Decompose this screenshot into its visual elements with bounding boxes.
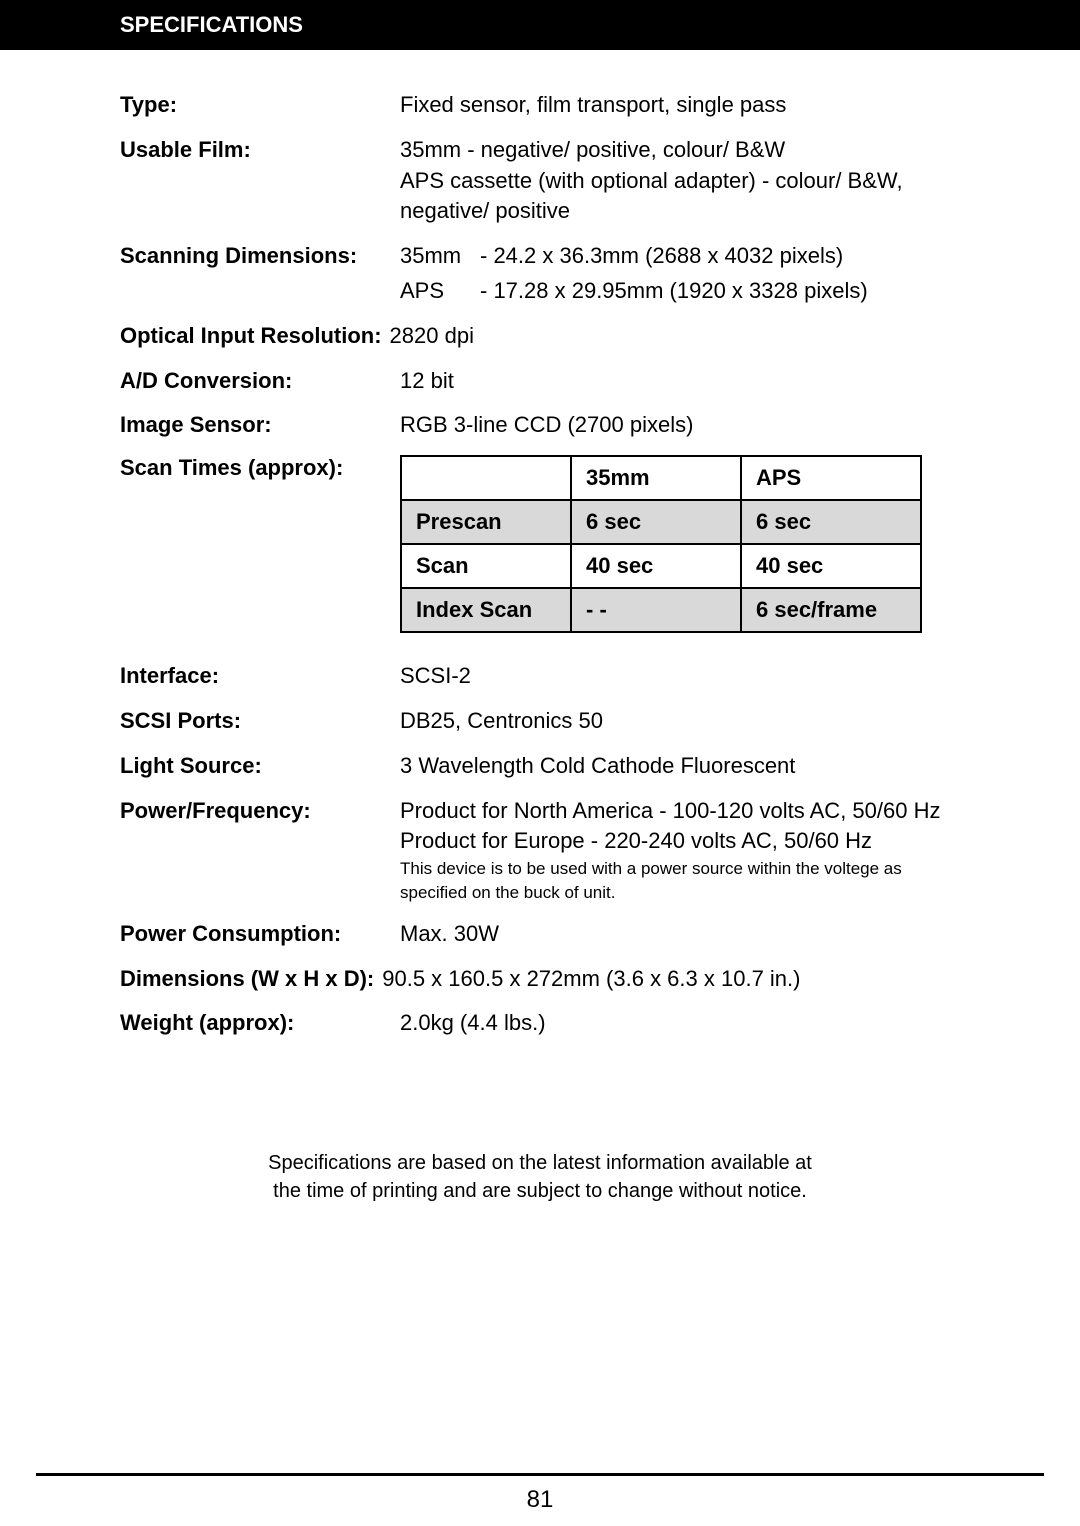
spec-value: 35mm - 24.2 x 36.3mm (2688 x 4032 pixels…	[400, 241, 960, 307]
header-bar: SPECIFICATIONS	[0, 0, 1080, 50]
spec-light-source: Light Source: 3 Wavelength Cold Cathode …	[120, 751, 960, 782]
spec-label: Scanning Dimensions:	[120, 241, 400, 272]
value-note: This device is to be used with a power s…	[400, 857, 960, 905]
spec-interface: Interface: SCSI-2	[120, 661, 960, 692]
spec-label: Dimensions (W x H x D):	[120, 964, 374, 995]
spec-value: 3 Wavelength Cold Cathode Fluorescent	[400, 751, 960, 782]
spec-value: DB25, Centronics 50	[400, 706, 960, 737]
spec-ad-conversion: A/D Conversion: 12 bit	[120, 366, 960, 397]
spec-value: Fixed sensor, film transport, single pas…	[400, 90, 960, 121]
table-cell: 6 sec	[571, 500, 741, 544]
table-cell: 6 sec/frame	[741, 588, 921, 632]
spec-usable-film: Usable Film: 35mm - negative/ positive, …	[120, 135, 960, 227]
spec-value: Product for North America - 100-120 volt…	[400, 796, 960, 905]
scan-times-table: 35mm APS Prescan 6 sec 6 sec Scan 40 sec…	[400, 455, 922, 633]
spec-value: 12 bit	[400, 366, 960, 397]
spec-label: Weight (approx):	[120, 1008, 400, 1039]
spec-label: Type:	[120, 90, 400, 121]
spec-value: 2820 dpi	[390, 321, 960, 352]
spec-value: 90.5 x 160.5 x 272mm (3.6 x 6.3 x 10.7 i…	[382, 964, 960, 995]
spec-value: RGB 3-line CCD (2700 pixels)	[400, 410, 960, 441]
header-title: SPECIFICATIONS	[120, 12, 303, 37]
value-line: Product for Europe - 220-240 volts AC, 5…	[400, 826, 960, 857]
table-cell: 40 sec	[741, 544, 921, 588]
footnote-line: the time of printing and are subject to …	[120, 1177, 960, 1205]
spec-label: A/D Conversion:	[120, 366, 400, 397]
table-cell: 6 sec	[741, 500, 921, 544]
spec-power-consumption: Power Consumption: Max. 30W	[120, 919, 960, 950]
table-row: Index Scan - - 6 sec/frame	[401, 588, 921, 632]
table-row: Prescan 6 sec 6 sec	[401, 500, 921, 544]
spec-label: SCSI Ports:	[120, 706, 400, 737]
footnote-line: Specifications are based on the latest i…	[120, 1149, 960, 1177]
spec-value: 2.0kg (4.4 lbs.)	[400, 1008, 960, 1039]
spec-scsi-ports: SCSI Ports: DB25, Centronics 50	[120, 706, 960, 737]
table-cell: 40 sec	[571, 544, 741, 588]
value-line: APS cassette (with optional adapter) - c…	[400, 166, 960, 228]
page-rule	[36, 1473, 1044, 1476]
table-rowhead: Scan	[401, 544, 571, 588]
spec-scanning-dimensions: Scanning Dimensions: 35mm - 24.2 x 36.3m…	[120, 241, 960, 307]
spec-value: 35mm - negative/ positive, colour/ B&W A…	[400, 135, 960, 227]
spec-label: Image Sensor:	[120, 410, 400, 441]
scan-dim-line: 35mm - 24.2 x 36.3mm (2688 x 4032 pixels…	[400, 241, 960, 272]
spec-label: Scan Times (approx):	[120, 455, 400, 481]
spec-label: Interface:	[120, 661, 400, 692]
table-cell: - -	[571, 588, 741, 632]
table-header: APS	[741, 456, 921, 500]
spec-value: SCSI-2	[400, 661, 960, 692]
table-rowhead: Index Scan	[401, 588, 571, 632]
spec-value: Max. 30W	[400, 919, 960, 950]
scan-dim-format: APS	[400, 276, 480, 307]
spec-power-frequency: Power/Frequency: Product for North Ameri…	[120, 796, 960, 905]
page: SPECIFICATIONS Type: Fixed sensor, film …	[0, 0, 1080, 1526]
spec-label: Power/Frequency:	[120, 796, 400, 827]
page-number: 81	[0, 1486, 1080, 1514]
footnote: Specifications are based on the latest i…	[0, 1149, 1080, 1205]
scan-dim-line: APS - 17.28 x 29.95mm (1920 x 3328 pixel…	[400, 276, 960, 307]
spec-label: Light Source:	[120, 751, 400, 782]
scan-dim-val: - 17.28 x 29.95mm (1920 x 3328 pixels)	[480, 276, 868, 307]
spec-dimensions: Dimensions (W x H x D): 90.5 x 160.5 x 2…	[120, 964, 960, 995]
spec-type: Type: Fixed sensor, film transport, sing…	[120, 90, 960, 121]
scan-dim-format: 35mm	[400, 241, 480, 272]
spec-optical-resolution: Optical Input Resolution: 2820 dpi	[120, 321, 960, 352]
spec-image-sensor: Image Sensor: RGB 3-line CCD (2700 pixel…	[120, 410, 960, 441]
table-header: 35mm	[571, 456, 741, 500]
table-row: Scan 40 sec 40 sec	[401, 544, 921, 588]
value-line: Product for North America - 100-120 volt…	[400, 796, 960, 827]
spec-scan-times: Scan Times (approx): 35mm APS Prescan 6 …	[120, 455, 960, 633]
spec-weight: Weight (approx): 2.0kg (4.4 lbs.)	[120, 1008, 960, 1039]
table-row: 35mm APS	[401, 456, 921, 500]
scan-dim-val: - 24.2 x 36.3mm (2688 x 4032 pixels)	[480, 241, 843, 272]
spec-label: Usable Film:	[120, 135, 400, 166]
content: Type: Fixed sensor, film transport, sing…	[0, 50, 1080, 1039]
spec-label: Power Consumption:	[120, 919, 400, 950]
value-line: 35mm - negative/ positive, colour/ B&W	[400, 135, 960, 166]
spec-label: Optical Input Resolution:	[120, 321, 382, 352]
table-rowhead: Prescan	[401, 500, 571, 544]
table-header-empty	[401, 456, 571, 500]
